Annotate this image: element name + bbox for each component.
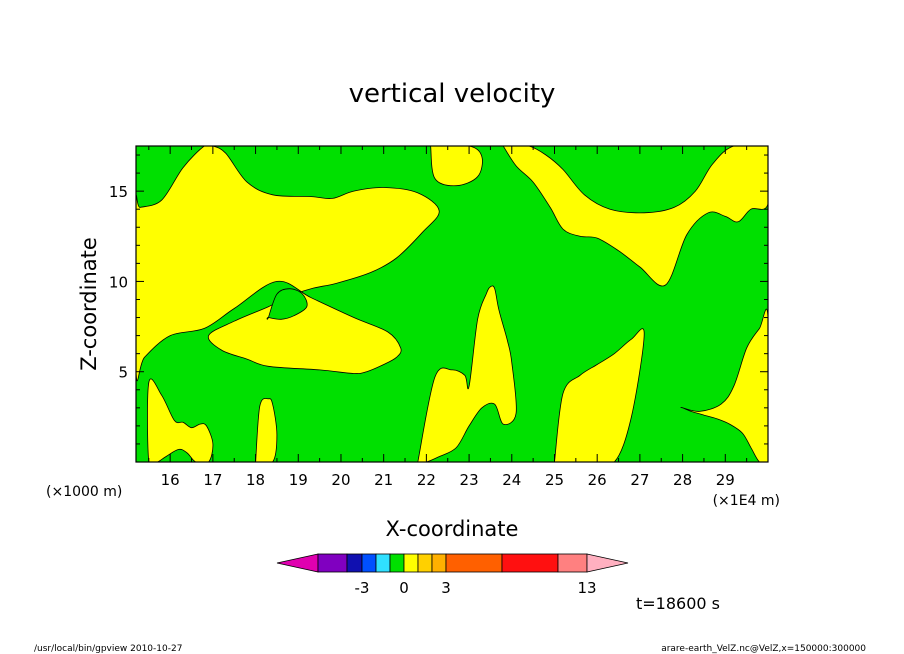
positive-region-lower-slot: [254, 398, 278, 462]
positive-region-lower-right-lobe: [552, 328, 645, 462]
colorbar-box: [346, 553, 363, 573]
colorbar: [276, 553, 629, 573]
colorbar-box: [361, 553, 377, 573]
x-tick-label: 18: [246, 471, 265, 489]
y-axis: 5 10 15: [109, 154, 768, 445]
colorbar-box: [417, 553, 433, 573]
colorbar-tick-label: 0: [399, 579, 409, 597]
colorbar-box: [389, 553, 405, 573]
x-tick-label: 22: [417, 471, 436, 489]
negative-region-small-island: [266, 288, 308, 320]
time-label: t=18600 s: [636, 594, 720, 613]
x-tick-label: 25: [545, 471, 564, 489]
plot-area: [135, 145, 769, 463]
y-tick-label: 5: [118, 364, 128, 382]
colorbar-box: [431, 553, 447, 573]
colorbar-box: [375, 553, 391, 573]
colorbar-tick-label: 3: [441, 579, 451, 597]
y-tick-label: 10: [109, 273, 128, 291]
x-tick-label: 23: [460, 471, 479, 489]
x-axis: 16 17 18 19 20 21 22 23 24 25 26 27 28 29: [148, 146, 748, 489]
x-axis-label: X-coordinate: [386, 517, 519, 541]
positive-region-upper-right-band: [502, 146, 768, 287]
colorbar-right-triangle: [586, 553, 629, 573]
colorbar-box: [317, 553, 348, 573]
colorbar-tick-label: 13: [577, 579, 596, 597]
x-tick-label: 19: [289, 471, 308, 489]
chart-title: vertical velocity: [349, 79, 556, 109]
footer-right: arare-earth_VelZ.nc@VelZ,x=150000:300000: [661, 644, 866, 654]
x-tick-label: 21: [374, 471, 393, 489]
plot-frame: [135, 145, 769, 463]
y-axis-label: Z-coordinate: [77, 237, 101, 371]
colorbar-box: [557, 553, 588, 573]
positive-region-right-edge: [680, 308, 768, 462]
x-tick-label: 24: [502, 471, 521, 489]
x-tick-label: 28: [673, 471, 692, 489]
x-tick-label: 26: [588, 471, 607, 489]
y-tick-label: 15: [109, 183, 128, 201]
colorbar-left-triangle: [276, 553, 319, 573]
positive-region-lower-left-lobe: [147, 378, 214, 462]
footer-left: /usr/local/bin/gpview 2010-10-27: [34, 644, 182, 654]
colorbar-box: [445, 553, 503, 573]
y-unit-note: (×1000 m): [46, 484, 122, 500]
colorbar-tick-label: -3: [355, 579, 370, 597]
colorbar-box: [501, 553, 559, 573]
x-tick-label: 20: [331, 471, 350, 489]
colorbar-labels: -3 0 3 13: [355, 579, 597, 597]
x-unit-note: (×1E4 m): [713, 493, 780, 509]
x-tick-label: 29: [716, 471, 735, 489]
x-tick-label: 27: [630, 471, 649, 489]
x-tick-label: 17: [203, 471, 222, 489]
positive-region-upper-center-pocket: [428, 146, 483, 187]
colorbar-box: [403, 553, 419, 573]
x-tick-label: 16: [161, 471, 180, 489]
positive-region-central-column: [417, 285, 517, 462]
